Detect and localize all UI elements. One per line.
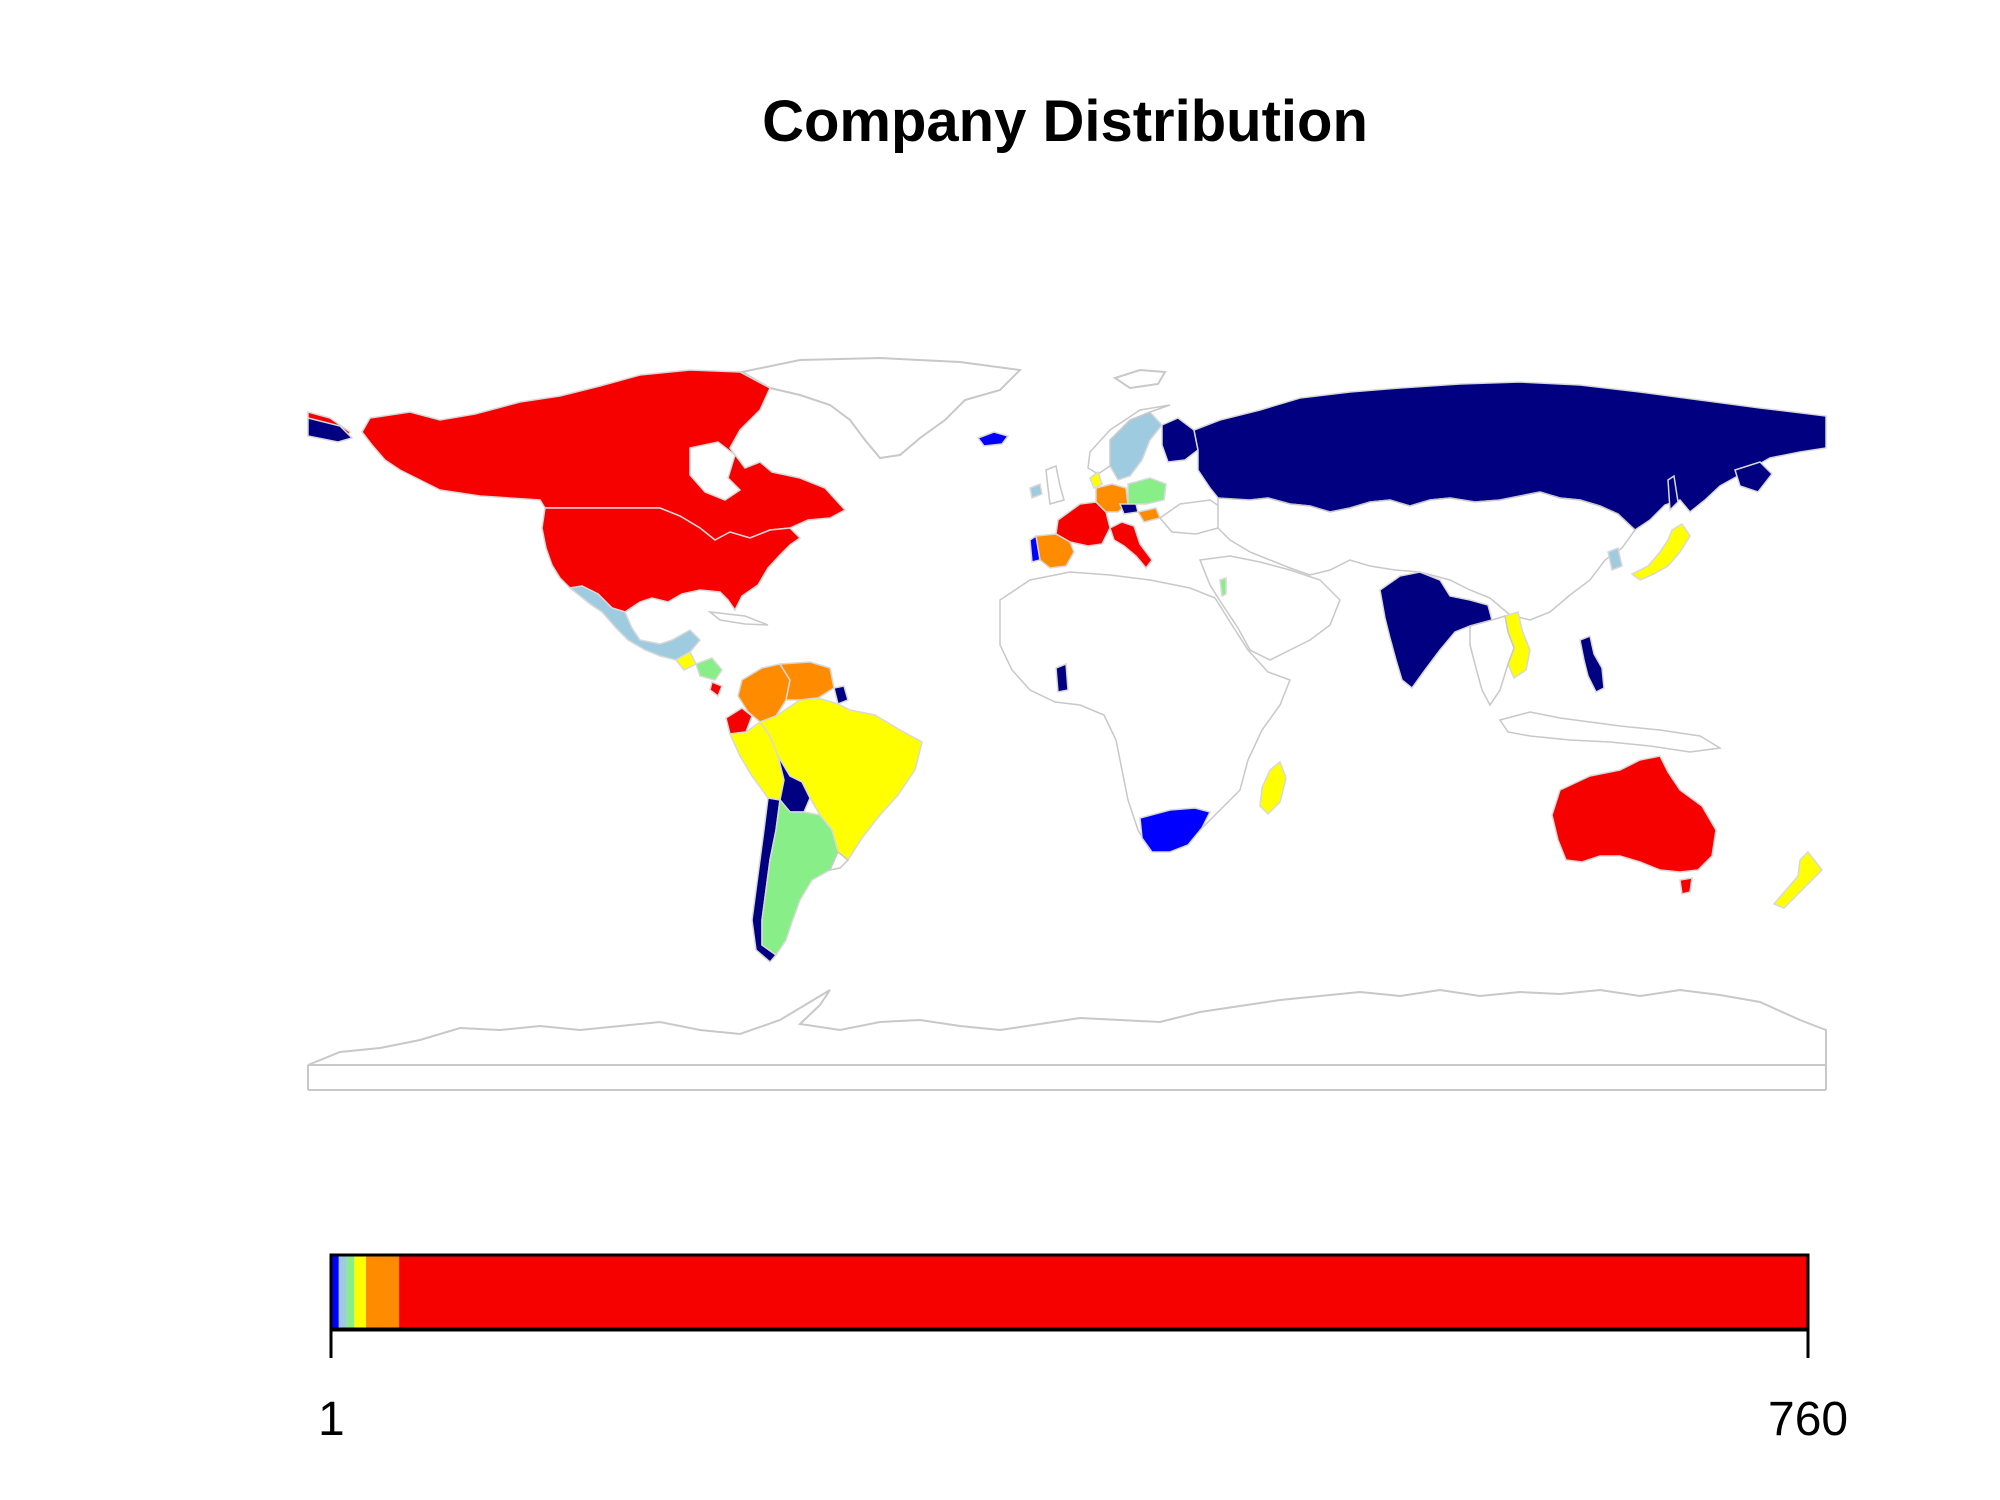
legend-segment	[346, 1255, 355, 1329]
country-central-america	[695, 657, 723, 681]
legend-color-bar	[331, 1255, 1808, 1329]
legend-segment	[354, 1255, 367, 1329]
island-sakhalin	[1667, 474, 1679, 512]
legend-segment	[366, 1255, 400, 1329]
island-svalbard	[1112, 368, 1167, 390]
region-antarctica	[307, 988, 1827, 1066]
country-korea	[1607, 546, 1623, 572]
country-madagascar	[1259, 760, 1287, 816]
country-norway	[1087, 404, 1171, 475]
legend-min-label: 1	[318, 1393, 345, 1446]
region-southeast-asia	[1469, 615, 1515, 707]
country-ecuador	[725, 707, 753, 735]
region-africa	[999, 571, 1291, 851]
region-middle-east	[1198, 555, 1341, 661]
country-italy	[1109, 521, 1153, 570]
country-mexico	[568, 585, 702, 661]
country-japan	[1630, 522, 1691, 581]
region-central-asia	[1217, 491, 1636, 621]
island-kamchatka	[1734, 461, 1773, 493]
country-netherlands	[1089, 470, 1103, 490]
country-israel	[1219, 576, 1227, 598]
country-iceland	[976, 431, 1010, 447]
country-finland	[1161, 417, 1199, 463]
legend-segment	[399, 1255, 1808, 1329]
legend-segment	[338, 1255, 347, 1329]
country-costa-rica	[709, 680, 723, 698]
region-indonesia	[1498, 711, 1723, 753]
country-guyana	[833, 685, 849, 706]
country-uk	[1045, 464, 1065, 505]
island-cuba	[707, 610, 769, 626]
country-argentina	[761, 798, 839, 957]
map-title: Company Distribution	[762, 89, 1368, 154]
country-colombia	[737, 663, 791, 723]
country-philippines	[1579, 634, 1605, 694]
country-tasmania	[1679, 877, 1693, 895]
map-frame	[307, 1065, 1827, 1091]
legend-max-label: 760	[1768, 1393, 1849, 1446]
country-new-zealand	[1772, 850, 1823, 909]
country-uruguay	[828, 850, 850, 872]
country-portugal	[1029, 534, 1041, 563]
hudson-bay	[689, 441, 742, 501]
legend-segment	[331, 1255, 339, 1329]
country-south-africa	[1139, 807, 1212, 853]
country-ireland	[1029, 482, 1043, 500]
country-greenland	[739, 356, 1023, 460]
country-ghana	[1055, 662, 1069, 693]
country-russia-east-tip	[307, 417, 354, 443]
country-india	[1379, 571, 1493, 690]
country-australia	[1551, 755, 1717, 873]
